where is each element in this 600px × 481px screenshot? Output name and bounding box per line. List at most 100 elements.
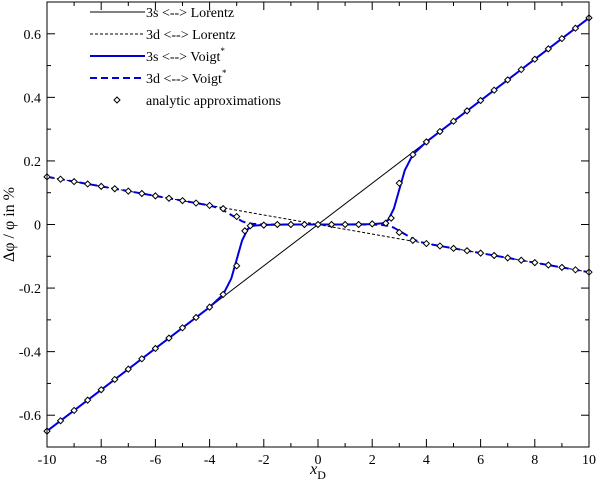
y-tick-label: 0.6 bbox=[24, 28, 42, 43]
analytic-approximation-marker bbox=[571, 266, 580, 274]
analytic-approximation-marker bbox=[83, 396, 92, 404]
x-tick-label: 2 bbox=[369, 453, 376, 468]
analytic-approximation-marker bbox=[205, 303, 214, 311]
analytic-approximation-marker bbox=[463, 107, 471, 115]
analytic-approximation-marker bbox=[354, 220, 363, 229]
analytic-approximation-marker bbox=[449, 244, 458, 253]
marker-layer bbox=[43, 14, 593, 435]
analytic-approximation-marker bbox=[476, 249, 485, 257]
analytic-approximation-marker bbox=[341, 220, 349, 229]
x-tick-label: 4 bbox=[423, 453, 430, 468]
x-tick-label: -8 bbox=[95, 453, 107, 468]
analytic-approximation-marker bbox=[544, 45, 553, 53]
analytic-approximation-marker bbox=[165, 334, 173, 342]
x-axis-label-subscript: D bbox=[317, 468, 326, 481]
x-tick-label: 10 bbox=[582, 453, 596, 468]
analytic-approximation-marker bbox=[97, 386, 105, 394]
analytic-approximation-marker bbox=[409, 236, 417, 245]
legend-label-superscript: * bbox=[222, 68, 227, 78]
y-tick-label: 0.2 bbox=[24, 155, 42, 170]
analytic-approximation-marker bbox=[138, 189, 146, 198]
y-tick-label: -0.2 bbox=[19, 282, 41, 297]
legend: 3s <--> Lorentz 3d <--> Lorentz 3s <--> Vo… bbox=[90, 6, 281, 109]
analytic-approximation-marker bbox=[517, 256, 525, 264]
analytic-approximation-marker bbox=[56, 175, 65, 183]
analytic-approximation-marker bbox=[165, 194, 173, 202]
legend-item-3s-lorentz: 3s <--> Lorentz bbox=[90, 6, 234, 21]
legend-marker-swatch bbox=[113, 96, 121, 104]
y-tick-label: -0.6 bbox=[19, 409, 41, 424]
analytic-approximation-marker bbox=[395, 228, 404, 237]
x-tick-label: -10 bbox=[38, 453, 57, 468]
x-tick-label: 8 bbox=[531, 453, 538, 468]
analytic-approximation-marker bbox=[287, 220, 295, 229]
x-tick-label: -4 bbox=[204, 453, 216, 468]
analytic-approximation-marker bbox=[558, 263, 566, 272]
legend-label: 3s <--> Lorentz bbox=[146, 6, 234, 21]
legend-item-3d-voigt: 3d <--> Voigt* bbox=[90, 68, 227, 87]
analytic-approximation-marker bbox=[517, 65, 525, 74]
analytic-approximation-marker bbox=[111, 375, 119, 384]
x-tick-label: -6 bbox=[150, 453, 162, 468]
analytic-approximation-marker bbox=[395, 179, 404, 187]
legend-label: 3d <--> Lorentz bbox=[146, 28, 236, 43]
analytic-approximation-marker bbox=[219, 290, 227, 299]
x-axis-label: xD bbox=[309, 461, 326, 481]
legend-item-3s-voigt: 3s <--> Voigt* bbox=[90, 46, 225, 65]
analytic-approximation-marker bbox=[192, 199, 200, 207]
analytic-approximation-marker bbox=[232, 262, 241, 270]
analytic-approximation-marker bbox=[219, 204, 227, 213]
analytic-approximation-marker bbox=[241, 227, 249, 235]
x-tick-label: -2 bbox=[258, 453, 270, 468]
analytic-approximation-marker bbox=[151, 192, 160, 200]
analytic-approximation-marker bbox=[273, 220, 282, 229]
analytic-approximation-marker bbox=[436, 127, 444, 136]
analytic-approximation-marker bbox=[178, 324, 187, 332]
legend-label: 3s <--> Voigt* bbox=[146, 46, 225, 65]
analytic-approximation-marker bbox=[382, 219, 390, 227]
analytic-approximation-marker bbox=[56, 417, 65, 425]
analytic-approximation-marker bbox=[260, 221, 268, 229]
analytic-approximation-marker bbox=[327, 220, 336, 229]
analytic-approximation-marker bbox=[503, 254, 512, 262]
analytic-approximation-marker bbox=[124, 365, 133, 373]
analytic-approximation-marker bbox=[300, 220, 309, 229]
analytic-approximation-marker bbox=[124, 187, 133, 195]
x-tick-label: 0 bbox=[315, 453, 322, 468]
analytic-approximation-marker bbox=[138, 355, 146, 363]
analytic-approximation-marker bbox=[83, 180, 92, 188]
analytic-approximation-marker bbox=[449, 117, 458, 125]
analytic-approximation-marker bbox=[503, 76, 512, 84]
analytic-approximation-marker bbox=[97, 182, 105, 191]
analytic-approximation-marker bbox=[531, 55, 539, 63]
analytic-approximation-marker bbox=[571, 24, 580, 32]
analytic-approximation-marker bbox=[387, 214, 395, 222]
analytic-approximation-marker bbox=[178, 196, 187, 205]
y-tick-label: -0.4 bbox=[19, 346, 41, 361]
analytic-approximation-marker bbox=[463, 247, 471, 255]
analytic-approximation-marker bbox=[111, 185, 119, 193]
analytic-approximation-marker bbox=[314, 220, 322, 229]
analytic-approximation-marker bbox=[232, 212, 241, 221]
legend-item-analytic-approximations: analytic approximations bbox=[113, 94, 281, 109]
analytic-approximation-marker bbox=[422, 239, 431, 248]
analytic-approximation-marker bbox=[70, 406, 78, 415]
y-tick-label: 0.4 bbox=[24, 91, 42, 106]
tick-layer: -10 -8 -6 -4 -2 0 2 4 6 8 10 -0.6 -0.4 -0.2 0 0.2 0.4 0.6 bbox=[19, 1, 596, 468]
analytic-approximation-marker bbox=[531, 258, 539, 267]
x-tick-label: 6 bbox=[477, 453, 484, 468]
legend-item-3d-lorentz: 3d <--> Lorentz bbox=[90, 28, 236, 43]
analytic-approximation-marker bbox=[192, 313, 200, 322]
analytic-approximation-marker bbox=[368, 220, 376, 228]
legend-label-superscript: * bbox=[220, 46, 225, 56]
y-tick-label: 0 bbox=[34, 219, 41, 234]
legend-label: analytic approximations bbox=[146, 94, 281, 109]
analytic-approximation-marker bbox=[246, 222, 254, 230]
analytic-approximation-marker bbox=[409, 150, 417, 159]
analytic-approximation-marker bbox=[205, 201, 214, 210]
analytic-approximation-marker bbox=[151, 344, 160, 353]
analytic-approximation-marker bbox=[476, 96, 485, 105]
analytic-approximation-marker bbox=[436, 242, 444, 250]
analytic-approximation-marker bbox=[70, 177, 78, 186]
